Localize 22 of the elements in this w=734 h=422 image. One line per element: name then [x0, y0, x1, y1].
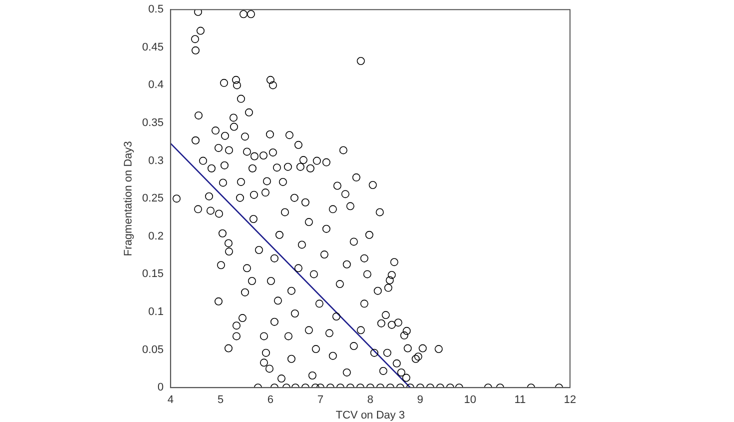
y-tick-label: 0.35: [142, 117, 164, 130]
x-tick-label: 12: [564, 394, 576, 406]
y-tick-label: 0.5: [148, 4, 164, 16]
x-tick-label: 9: [417, 394, 424, 406]
x-tick-label: 11: [514, 394, 526, 406]
x-axis-title: TCV on Day 3: [336, 409, 405, 422]
y-axis-title: Fragmentation on Day3: [122, 141, 135, 256]
y-tick-label: 0.3: [148, 154, 164, 167]
y-tick-label: 0.45: [142, 41, 164, 54]
x-tick-label: 10: [464, 394, 476, 406]
x-tick-label: 4: [168, 394, 174, 406]
y-tick-label: 0.1: [148, 306, 164, 318]
x-tick-label: 8: [367, 394, 374, 406]
y-tick-label: 0: [157, 382, 164, 394]
y-tick-label: 0.2: [148, 230, 164, 242]
y-tick-label: 0.15: [142, 268, 164, 280]
x-tick-label: 7: [317, 394, 324, 406]
y-tick-label: 0.05: [142, 344, 164, 356]
y-tick-label: 0.25: [142, 192, 164, 205]
x-tick-label: 6: [267, 394, 274, 406]
y-tick-label: 0.4: [148, 79, 164, 92]
x-tick-label: 5: [217, 394, 224, 406]
